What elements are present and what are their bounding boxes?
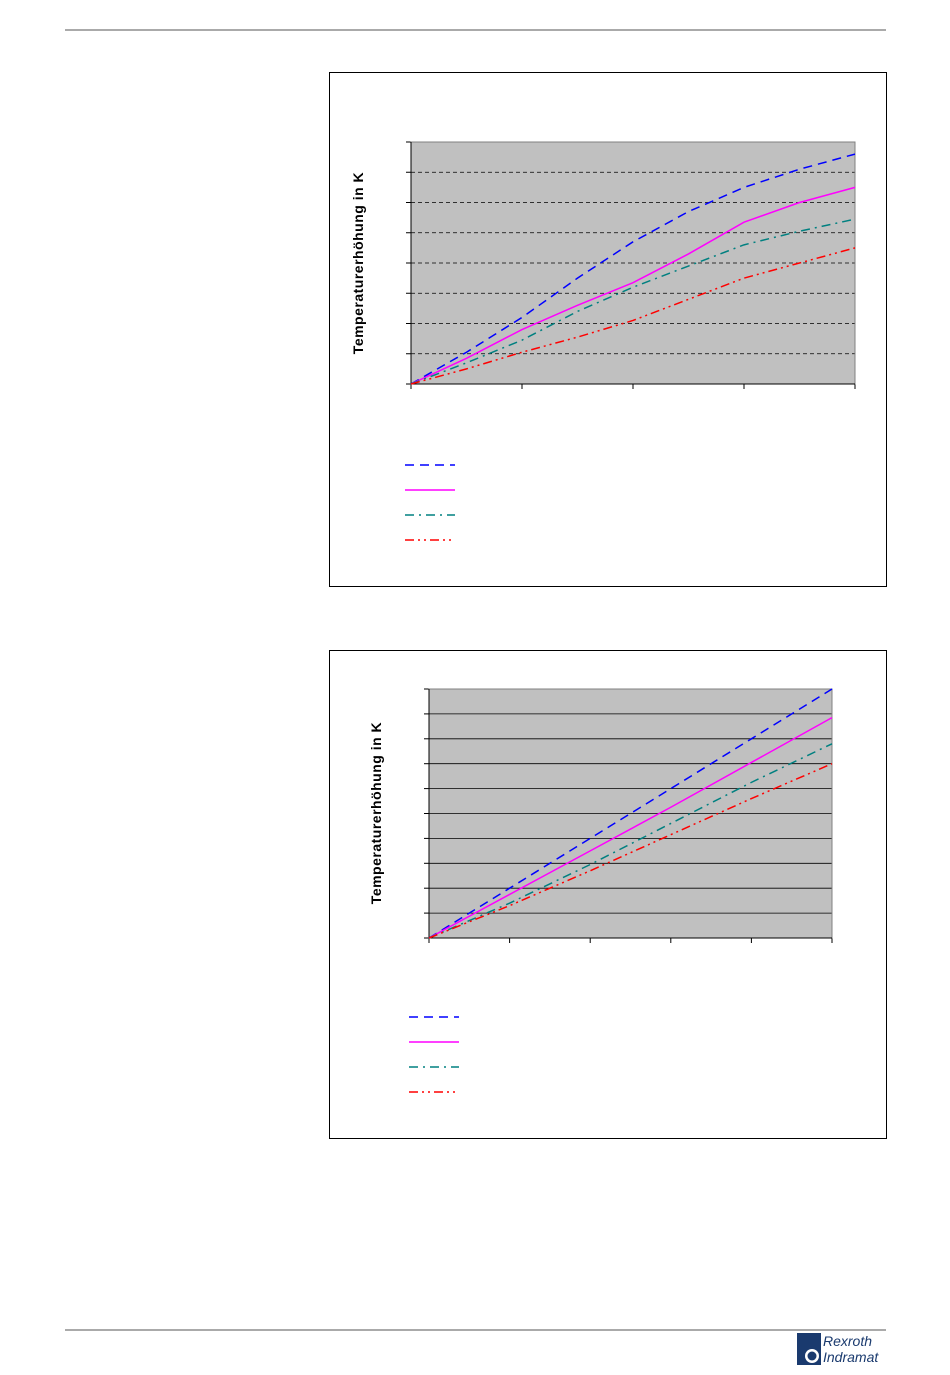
series-line (410, 247, 856, 385)
series-line (410, 186, 856, 385)
series-line (410, 218, 856, 385)
series-line (428, 716, 833, 939)
logo-circle-inner (807, 1351, 817, 1361)
series-line (428, 688, 833, 939)
y-axis-label: Temperaturerhöhung in K (350, 172, 366, 354)
logo: Rexroth Indramat (797, 1333, 879, 1365)
y-axis-label: Temperaturerhöhung in K (368, 722, 384, 904)
logo-text: Rexroth (823, 1333, 872, 1349)
series-line (410, 153, 856, 385)
logo-text: Indramat (823, 1349, 879, 1365)
